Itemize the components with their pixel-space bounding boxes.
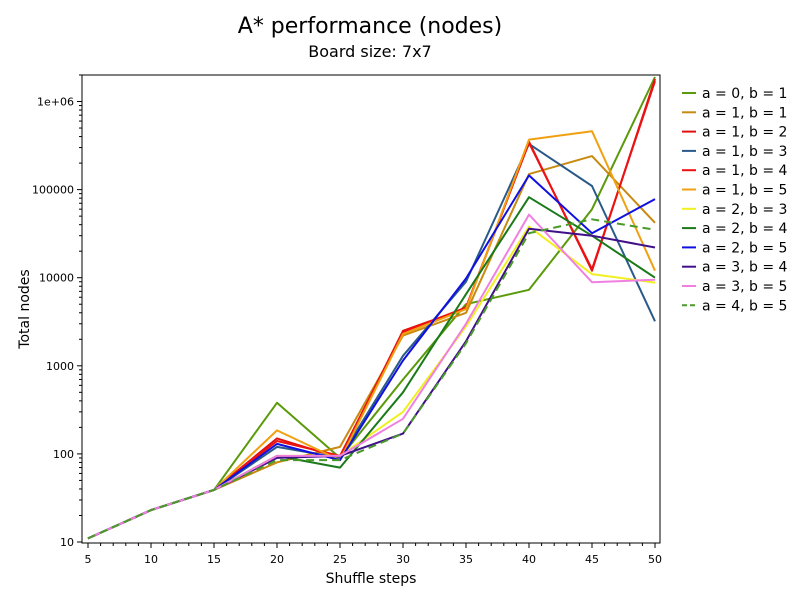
series-line-12 xyxy=(87,218,656,540)
series-layer xyxy=(87,76,656,540)
y-tick-label: 10000 xyxy=(39,272,74,285)
x-tick-label: 5 xyxy=(85,553,92,566)
x-axis-label: Shuffle steps xyxy=(326,571,417,587)
y-tick-label: 10 xyxy=(60,536,74,549)
series-line-4 xyxy=(87,142,656,540)
legend-label: a = 1, b = 1 xyxy=(702,105,787,121)
x-tick-label: 50 xyxy=(648,553,662,566)
series-line-6 xyxy=(87,130,656,540)
y-tick-label: 1000 xyxy=(46,360,74,373)
series-line-8 xyxy=(87,196,656,540)
legend-label: a = 3, b = 4 xyxy=(702,260,788,276)
y-tick-label: 100 xyxy=(53,448,74,461)
legend-label: a = 1, b = 4 xyxy=(702,163,788,179)
y-axis-label: Total nodes xyxy=(17,269,33,349)
legend-label: a = 0, b = 1 xyxy=(702,86,787,102)
x-tick-label: 30 xyxy=(396,553,410,566)
chart-subtitle: Board size: 7x7 xyxy=(308,42,431,61)
x-tick-label: 15 xyxy=(207,553,221,566)
legend-label: a = 4, b = 5 xyxy=(702,298,787,314)
x-tick-label: 35 xyxy=(459,553,473,566)
x-tick-label: 40 xyxy=(522,553,536,566)
x-tick-label: 10 xyxy=(144,553,158,566)
series-line-1 xyxy=(87,76,656,540)
series-line-3 xyxy=(87,78,656,540)
x-tick-label: 20 xyxy=(270,553,284,566)
y-axis: 10 100 1000 10000 100000 1e+06 xyxy=(32,74,82,549)
legend-label: a = 3, b = 5 xyxy=(702,279,787,295)
x-tick-label: 45 xyxy=(585,553,599,566)
chart-title: A* performance (nodes) xyxy=(238,14,502,39)
x-axis: 5 10 15 20 25 30 35 40 45 50 xyxy=(85,543,662,566)
series-line-7 xyxy=(87,225,656,540)
legend-label: a = 2, b = 3 xyxy=(702,202,787,218)
series-line-5 xyxy=(87,80,656,540)
y-tick-label: 1e+06 xyxy=(37,96,74,109)
x-tick-label: 25 xyxy=(333,553,347,566)
series-line-10 xyxy=(87,227,656,540)
legend-label: a = 2, b = 5 xyxy=(702,240,787,256)
legend-label: a = 2, b = 4 xyxy=(702,221,788,237)
legend-label: a = 1, b = 3 xyxy=(702,144,787,160)
series-line-11 xyxy=(87,213,656,540)
legend-label: a = 1, b = 2 xyxy=(702,125,787,141)
legend-label: a = 1, b = 5 xyxy=(702,183,787,199)
legend: a = 0, b = 1 a = 1, b = 1 a = 1, b = 2 a = … xyxy=(682,86,788,314)
y-tick-label: 100000 xyxy=(32,184,74,197)
plot-area xyxy=(81,74,661,544)
series-line-9 xyxy=(87,174,656,540)
